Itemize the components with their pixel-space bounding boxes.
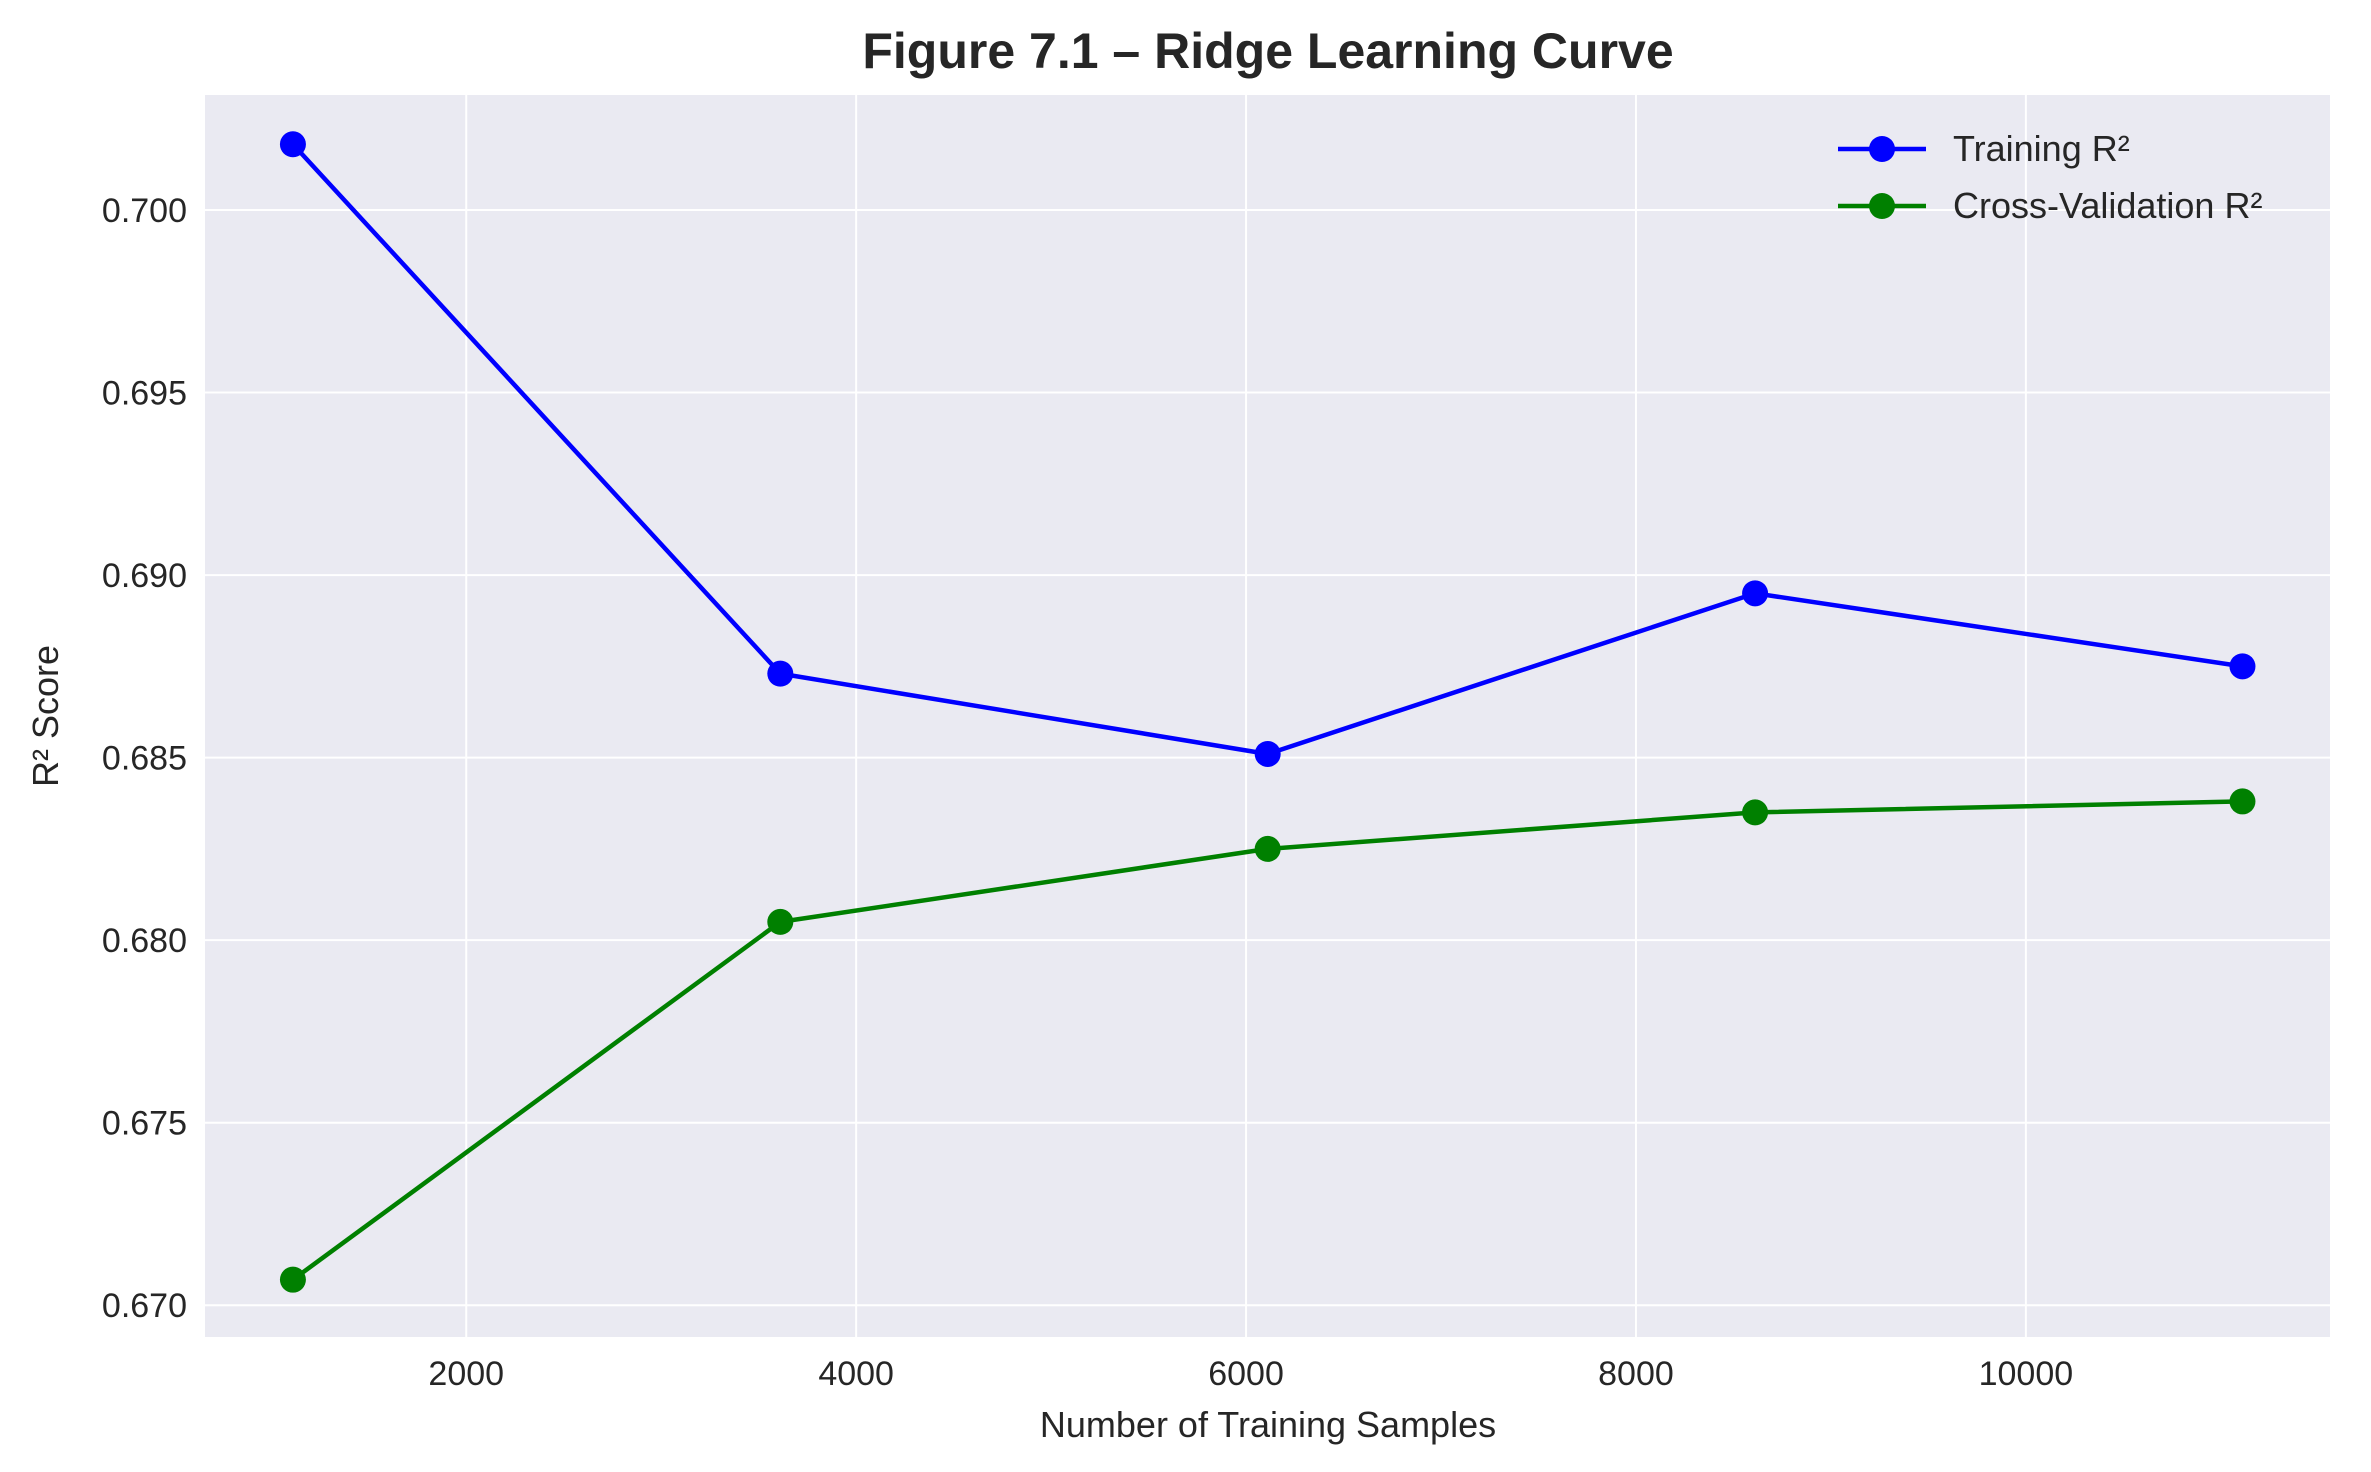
legend: Training R² Cross-Validation R²: [1838, 128, 2262, 226]
series-layer: [279, 131, 2256, 1293]
x-axis-label: Number of Training Samples: [1040, 1404, 1496, 1445]
legend-label-2: Cross-Validation R²: [1953, 185, 2262, 226]
series-1-point: [1254, 740, 1281, 767]
y-tick-label: 0.695: [102, 375, 187, 413]
series-2-point: [1742, 799, 1769, 826]
y-tick-label: 0.685: [102, 740, 187, 778]
series-1-point: [2229, 653, 2256, 680]
y-tick-label: 0.680: [102, 922, 187, 960]
series-2-point: [2229, 788, 2256, 815]
x-tick-label: 4000: [818, 1355, 894, 1393]
plot-area: [205, 95, 2330, 1337]
series-2-point: [1254, 835, 1281, 862]
series-2-point: [279, 1266, 306, 1293]
x-tick-label: 8000: [1598, 1355, 1674, 1393]
legend-marker-2: [1869, 193, 1895, 219]
series-1-point: [279, 131, 306, 158]
tick-labels: 2000 4000 6000 8000 10000 0.670 0.675 0.680 0.68…: [102, 192, 2073, 1393]
chart-title: Figure 7.1 – Ridge Learning Curve: [862, 23, 1673, 79]
x-tick-label: 6000: [1208, 1355, 1284, 1393]
y-tick-label: 0.700: [102, 192, 187, 230]
y-tick-label: 0.670: [102, 1287, 187, 1325]
series-2-point: [767, 908, 794, 935]
y-tick-label: 0.675: [102, 1105, 187, 1143]
series-1-point: [767, 660, 794, 687]
y-axis-label: R² Score: [25, 645, 66, 787]
legend-marker-1: [1869, 136, 1895, 162]
x-tick-label: 10000: [1979, 1355, 2074, 1393]
series-1-point: [1742, 580, 1769, 607]
x-tick-label: 2000: [428, 1355, 504, 1393]
y-tick-label: 0.690: [102, 557, 187, 595]
legend-label-1: Training R²: [1953, 128, 2130, 169]
